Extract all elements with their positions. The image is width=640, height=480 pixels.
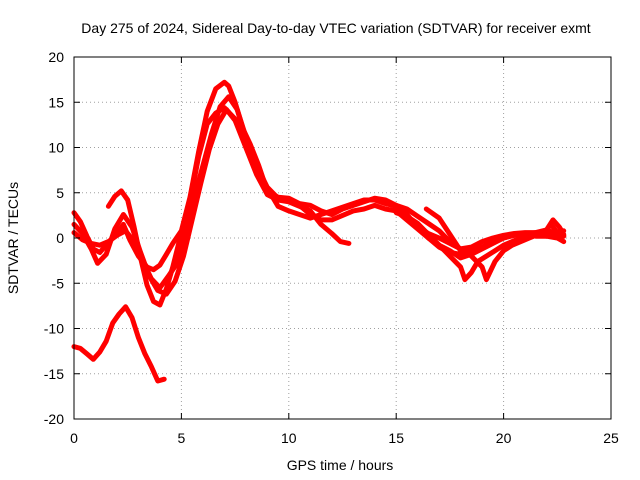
- x-tick-label: 20: [496, 430, 512, 446]
- y-axis-title: SDTVAR / TECUs: [5, 182, 21, 294]
- x-tick-label: 10: [281, 430, 297, 446]
- y-tick-label: 15: [48, 94, 64, 110]
- series-line-track-2: [71, 94, 352, 291]
- series-line-track-8: [71, 304, 167, 384]
- x-tick-label: 5: [178, 430, 186, 446]
- series-group: [71, 79, 567, 384]
- y-tick-label: 20: [48, 49, 64, 65]
- y-tick-label: 0: [56, 230, 64, 246]
- chart-title: Day 275 of 2024, Sidereal Day-to-day VTE…: [81, 20, 590, 36]
- y-tick-label: -10: [44, 321, 64, 337]
- series-line-track-7: [423, 206, 567, 255]
- axis-ticks: 0 5 10 15 20 25 -20 -15 -10 -5 0 5 10 15 20: [44, 49, 619, 446]
- y-tick-label: -15: [44, 366, 64, 382]
- x-axis-title: GPS time / hours: [287, 457, 394, 473]
- y-tick-label: 10: [48, 140, 64, 156]
- x-tick-label: 15: [388, 430, 404, 446]
- y-tick-label: 5: [56, 185, 64, 201]
- x-tick-label: 0: [70, 430, 78, 446]
- y-tick-label: -5: [52, 275, 65, 291]
- y-tick-label: -20: [44, 411, 64, 427]
- x-tick-label: 25: [603, 430, 619, 446]
